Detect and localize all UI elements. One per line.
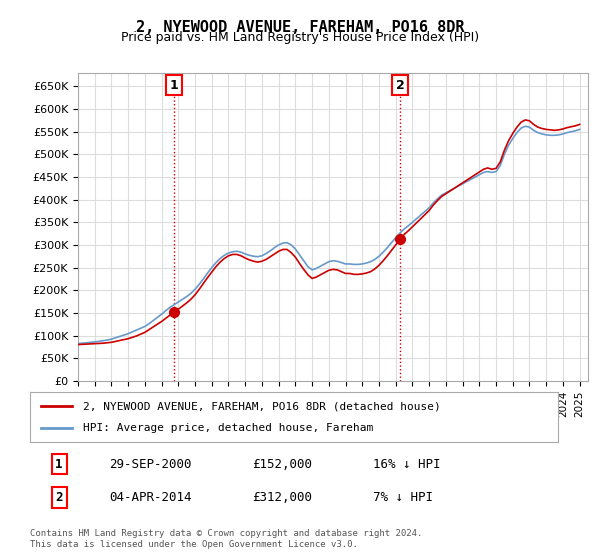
Text: 2, NYEWOOD AVENUE, FAREHAM, PO16 8DR: 2, NYEWOOD AVENUE, FAREHAM, PO16 8DR	[136, 20, 464, 35]
Text: 7% ↓ HPI: 7% ↓ HPI	[373, 491, 433, 504]
Text: 29-SEP-2000: 29-SEP-2000	[109, 458, 192, 470]
Text: £152,000: £152,000	[252, 458, 312, 470]
Text: 16% ↓ HPI: 16% ↓ HPI	[373, 458, 440, 470]
Text: HPI: Average price, detached house, Fareham: HPI: Average price, detached house, Fare…	[83, 423, 373, 433]
Text: Price paid vs. HM Land Registry's House Price Index (HPI): Price paid vs. HM Land Registry's House …	[121, 31, 479, 44]
Text: 1: 1	[170, 78, 179, 92]
Text: Contains HM Land Registry data © Crown copyright and database right 2024.
This d: Contains HM Land Registry data © Crown c…	[30, 529, 422, 549]
Text: 04-APR-2014: 04-APR-2014	[109, 491, 192, 504]
Text: 2, NYEWOOD AVENUE, FAREHAM, PO16 8DR (detached house): 2, NYEWOOD AVENUE, FAREHAM, PO16 8DR (de…	[83, 401, 440, 411]
Text: 1: 1	[55, 458, 63, 470]
Text: 2: 2	[55, 491, 63, 504]
Text: 2: 2	[395, 78, 404, 92]
Text: £312,000: £312,000	[252, 491, 312, 504]
